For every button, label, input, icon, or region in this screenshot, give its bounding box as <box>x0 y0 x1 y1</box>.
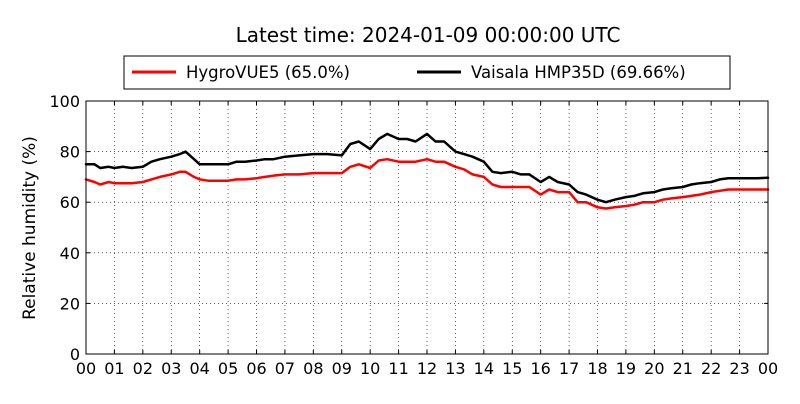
x-tick-label: 14 <box>474 359 494 378</box>
x-tick-label: 00 <box>76 359 96 378</box>
x-tick-label: 08 <box>303 359 323 378</box>
x-tick-label: 09 <box>332 359 352 378</box>
plot-area: 00 01 02 03 04 05 06 07 08 09 10 11 12 13 14 15 16 17 18 19… <box>49 92 778 378</box>
x-tick-label: 06 <box>246 359 266 378</box>
x-tick-label: 12 <box>417 359 437 378</box>
series-layer <box>84 132 770 210</box>
legend-label-vaisala: Vaisala HMP35D (69.66%) <box>471 63 686 82</box>
x-tick-labels: 00 01 02 03 04 05 06 07 08 09 10 11 12 13 14 15 16 17 18 19… <box>76 359 778 378</box>
x-tick-label: 16 <box>530 359 550 378</box>
x-tick-label: 04 <box>189 359 209 378</box>
x-tick-label: 18 <box>587 359 607 378</box>
x-tick-label: 10 <box>360 359 380 378</box>
y-tick-label: 60 <box>60 193 80 212</box>
x-tick-label: 19 <box>616 359 636 378</box>
y-tick-labels: 0 20 40 60 80 100 <box>49 92 80 364</box>
grid-lines <box>86 101 768 354</box>
plot-frame <box>85 100 769 355</box>
x-tick-label: 03 <box>161 359 181 378</box>
y-axis-label: Relative humidity (%) <box>20 136 40 320</box>
x-tick-label: 02 <box>133 359 153 378</box>
x-tick-label: 23 <box>729 359 749 378</box>
y-tick-label: 100 <box>49 92 80 111</box>
y-tick-label: 80 <box>60 143 80 162</box>
x-tick-label: 11 <box>388 359 408 378</box>
x-tick-label: 00 <box>758 359 778 378</box>
x-tick-label: 07 <box>275 359 295 378</box>
chart-title: Latest time: 2024-01-09 00:00:00 UTC <box>236 23 621 47</box>
legend: HygroVUE5 (65.0%) Vaisala HMP35D (69.66%… <box>123 55 731 90</box>
x-tick-label: 20 <box>644 359 664 378</box>
legend-label-hygrovue5: HygroVUE5 (65.0%) <box>186 63 350 82</box>
y-tick-label: 0 <box>70 345 80 364</box>
series-line-hygrovue5 <box>84 157 770 210</box>
y-tick-label: 40 <box>60 244 80 263</box>
x-tick-label: 21 <box>673 359 693 378</box>
x-tick-label: 01 <box>104 359 124 378</box>
x-tick-label: 15 <box>502 359 522 378</box>
x-tick-label: 17 <box>559 359 579 378</box>
x-tick-label: 05 <box>218 359 238 378</box>
y-tick-label: 20 <box>60 294 80 313</box>
axis-ticks <box>85 100 769 355</box>
series-line-vaisala <box>84 132 770 204</box>
x-tick-label: 13 <box>445 359 465 378</box>
x-tick-label: 22 <box>701 359 721 378</box>
